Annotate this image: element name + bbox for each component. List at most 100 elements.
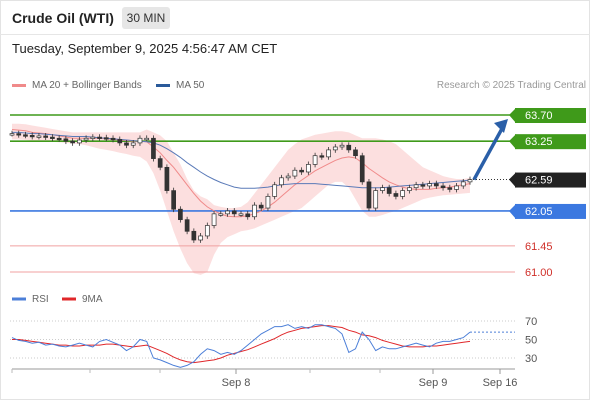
candle-body	[353, 149, 358, 157]
candle-body	[211, 213, 217, 226]
candle-body	[413, 184, 419, 189]
candle-body	[130, 142, 136, 146]
candle-body	[467, 179, 473, 183]
candle-body	[63, 138, 69, 142]
candle-body	[157, 158, 163, 168]
candle-body	[191, 230, 197, 241]
candle-body	[393, 193, 399, 197]
candle-body	[427, 183, 432, 187]
candle-body	[460, 181, 466, 187]
candle-body	[285, 175, 291, 179]
level-label-62.05: 62.05	[525, 206, 553, 218]
candle-body	[77, 139, 82, 144]
level-tag-arrow-63.25	[509, 134, 516, 150]
candle-body	[440, 185, 446, 189]
ma50-swatch	[156, 83, 170, 87]
level-label-63.70: 63.70	[525, 110, 553, 122]
candle-body	[306, 164, 311, 173]
candle-body	[97, 136, 102, 139]
candle-body	[238, 213, 244, 216]
level-tag-arrow-62.05	[509, 203, 516, 219]
header-divider	[0, 34, 590, 35]
candle-body	[124, 142, 129, 146]
candle-body	[252, 204, 257, 218]
level-label-62.59: 62.59	[525, 175, 553, 187]
candle-body	[117, 139, 123, 144]
rsi-tick-30: 30	[525, 353, 537, 365]
candle-body	[454, 185, 459, 190]
candle-body	[386, 187, 392, 194]
x-tick-label-0: Sep 8	[222, 377, 251, 389]
level-tag-63.70	[515, 108, 586, 123]
candle-body	[339, 144, 345, 148]
candle-body	[164, 166, 170, 191]
level-tag-62.59	[515, 172, 586, 188]
timeframe-badge[interactable]: 30 MIN	[122, 7, 170, 29]
candle-body	[151, 137, 156, 159]
candle-body	[103, 137, 109, 140]
candle-body	[433, 183, 439, 187]
candle-body	[204, 225, 210, 237]
candle-body	[420, 184, 426, 187]
candle-body	[265, 196, 271, 209]
candle-body	[29, 135, 35, 138]
legend-ma20-label: MA 20 + Bollinger Bands	[32, 80, 142, 91]
rsi-tick-70: 70	[525, 316, 537, 328]
candle-body	[178, 208, 183, 221]
candle-body	[319, 155, 325, 158]
candle-body	[90, 136, 96, 139]
forecast-arrow-head	[494, 119, 508, 133]
candle-body	[225, 210, 230, 215]
ma20-swatch	[12, 83, 26, 87]
candle-body	[184, 219, 190, 232]
timestamp: Tuesday, September 9, 2025 4:56:47 AM CE…	[12, 41, 278, 56]
candle-body	[218, 213, 224, 216]
candle-body	[400, 190, 405, 197]
candle-body	[326, 149, 331, 158]
candle-body	[366, 181, 372, 209]
rsi-legend-label-1: 9MA	[82, 294, 103, 305]
legend-ma50: MA 50	[156, 80, 204, 91]
credit-text: Research © 2025 Trading Central	[436, 80, 586, 91]
candle-body	[332, 146, 338, 151]
candle-body	[36, 135, 42, 138]
candle-body	[70, 140, 75, 144]
level-tag-arrow-62.59	[509, 172, 516, 188]
legend-ma50-label: MA 50	[176, 80, 205, 91]
legend-ma20: MA 20 + Bollinger Bands	[12, 80, 142, 91]
candle-body	[198, 235, 203, 241]
candle-body	[23, 134, 28, 137]
forecast-arrow	[472, 124, 506, 181]
candle-body	[447, 187, 453, 190]
rsi-line	[11, 324, 471, 368]
x-tick-label-1: Sep 9	[419, 377, 448, 389]
ma50-line	[12, 131, 471, 189]
level-label-63.25: 63.25	[525, 136, 553, 148]
candle-body	[312, 155, 318, 165]
candle-body	[144, 137, 150, 141]
candle-body	[9, 133, 15, 136]
candle-body	[359, 155, 365, 183]
candle-body	[279, 177, 284, 186]
candle-body	[346, 144, 352, 151]
candle-body	[110, 137, 116, 141]
x-tick-label-2: Sep 16	[483, 377, 518, 389]
candle-body	[56, 137, 62, 141]
candle-body	[373, 190, 379, 209]
candle-body	[16, 133, 22, 136]
rsi-legend-label-0: RSI	[32, 294, 49, 305]
candle-body	[43, 135, 49, 138]
candle-body	[292, 169, 298, 177]
candle-body	[299, 169, 304, 173]
candle-body	[245, 213, 251, 218]
bollinger-band	[12, 123, 470, 275]
level-tag-62.05	[515, 203, 586, 219]
rsi-tick-50: 50	[525, 335, 537, 347]
rsi-ma9-line	[12, 325, 471, 364]
candle-body	[272, 184, 278, 197]
candle-body	[137, 137, 143, 144]
level-tag-63.25	[515, 134, 586, 150]
candle-body	[231, 210, 237, 215]
candle-body	[380, 187, 385, 191]
